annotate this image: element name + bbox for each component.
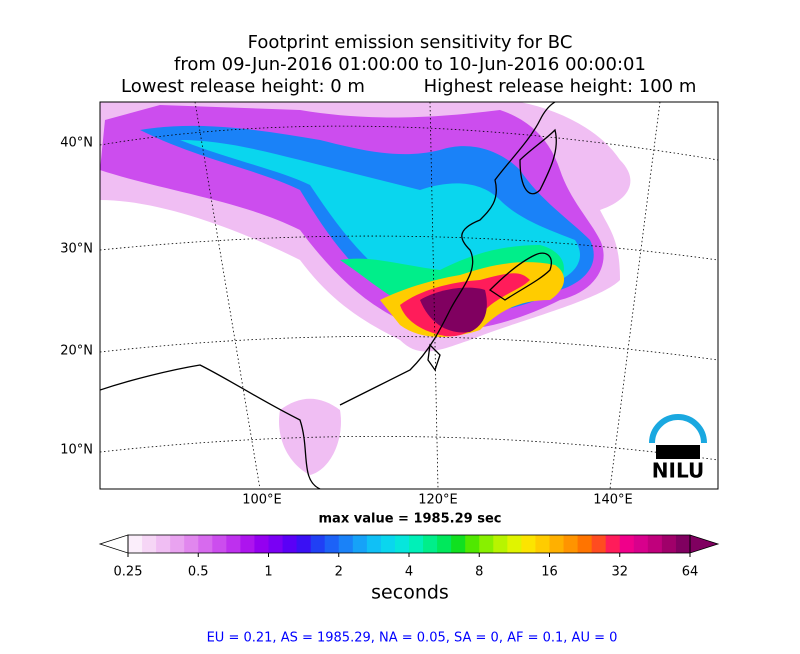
lat-label: 10°N: [60, 443, 93, 458]
colorbar-segment: [282, 535, 298, 553]
logo: NILU: [649, 414, 707, 483]
colorbar-segment: [380, 535, 396, 553]
logo-text: NILU: [652, 459, 704, 483]
colorbar-segment: [338, 535, 354, 553]
colorbar-segment: [451, 535, 466, 553]
colorbar-segment: [605, 535, 621, 553]
max-value: max value = 1985.29 sec: [319, 512, 502, 527]
colorbar-segment: [352, 535, 368, 553]
title-line: Lowest release height: 0 m: [121, 76, 365, 97]
colorbar-segment: [198, 535, 213, 553]
colorbar-extend: [689, 534, 720, 554]
colorbar: 0.25 0.5 1 2 4 8 16 32 64: [98, 534, 720, 580]
colorbar-segment: [591, 535, 607, 553]
colorbar-segment: [633, 535, 649, 553]
colorbar-segment: [156, 535, 171, 553]
colorbar-tick-label: 32: [611, 565, 628, 580]
colorbar-segment: [647, 535, 663, 553]
lat-label: 30°N: [60, 242, 93, 257]
colorbar-segment: [226, 535, 241, 553]
colorbar-segment: [296, 535, 312, 553]
colorbar-label: seconds: [371, 582, 449, 604]
colorbar-segment: [142, 535, 157, 553]
colorbar-segment: [507, 535, 522, 553]
axis-labels: 40°N 30°N 20°N 10°N 100°E 120°E 140°E: [60, 136, 633, 508]
lat-label: 40°N: [60, 136, 93, 151]
map-frame: [99, 101, 719, 490]
footer: EU = 0.21, AS = 1985.29, NA = 0.05, SA =…: [207, 631, 618, 646]
colorbar-segment: [310, 535, 326, 553]
colorbar-segment: [423, 535, 438, 553]
lon-label: 120°E: [418, 493, 458, 508]
title-line: Highest release height: 100 m: [424, 76, 697, 97]
colorbar-segment: [563, 535, 579, 553]
title-line: Footprint emission sensitivity for BC: [248, 32, 573, 53]
colorbar-segment: [577, 535, 593, 553]
colorbar-segment: [493, 535, 508, 553]
colorbar-segment: [675, 535, 691, 553]
colorbar-segment: [437, 535, 452, 553]
colorbar-segment: [661, 535, 677, 553]
colorbar-segment: [535, 535, 550, 553]
colorbar-extend: [98, 534, 129, 554]
colorbar-tick-label: 16: [541, 565, 558, 580]
map: NILU: [100, 102, 718, 489]
title-line: from 09-Jun-2016 01:00:00 to 10-Jun-2016…: [174, 54, 646, 75]
colorbar-segment: [184, 535, 199, 553]
colorbar-tick-label: 2: [335, 565, 343, 580]
colorbar-segment: [254, 535, 269, 553]
colorbar-tick-label: 4: [405, 565, 413, 580]
colorbar-segment: [268, 535, 284, 553]
colorbar-tick-label: 0.5: [188, 565, 209, 580]
colorbar-segment: [366, 535, 382, 553]
colorbar-tick-label: 1: [264, 565, 272, 580]
colorbar-segment: [324, 535, 340, 553]
colorbar-segment: [521, 535, 536, 553]
colorbar-tick-label: 8: [475, 565, 483, 580]
lat-label: 20°N: [60, 344, 93, 359]
colorbar-tick-label: 64: [682, 565, 699, 580]
colorbar-segment: [170, 535, 185, 553]
lon-label: 140°E: [593, 493, 633, 508]
colorbar-segment: [549, 535, 565, 553]
colorbar-segment: [465, 535, 480, 553]
colorbar-segment: [212, 535, 227, 553]
lon-label: 100°E: [242, 493, 282, 508]
colorbar-segment: [409, 535, 424, 553]
colorbar-segment: [479, 535, 494, 553]
colorbar-segment: [619, 535, 635, 553]
colorbar-segment: [128, 535, 143, 553]
colorbar-tick-label: 0.25: [114, 565, 143, 580]
colorbar-segment: [240, 535, 255, 553]
colorbar-segment: [394, 535, 410, 553]
